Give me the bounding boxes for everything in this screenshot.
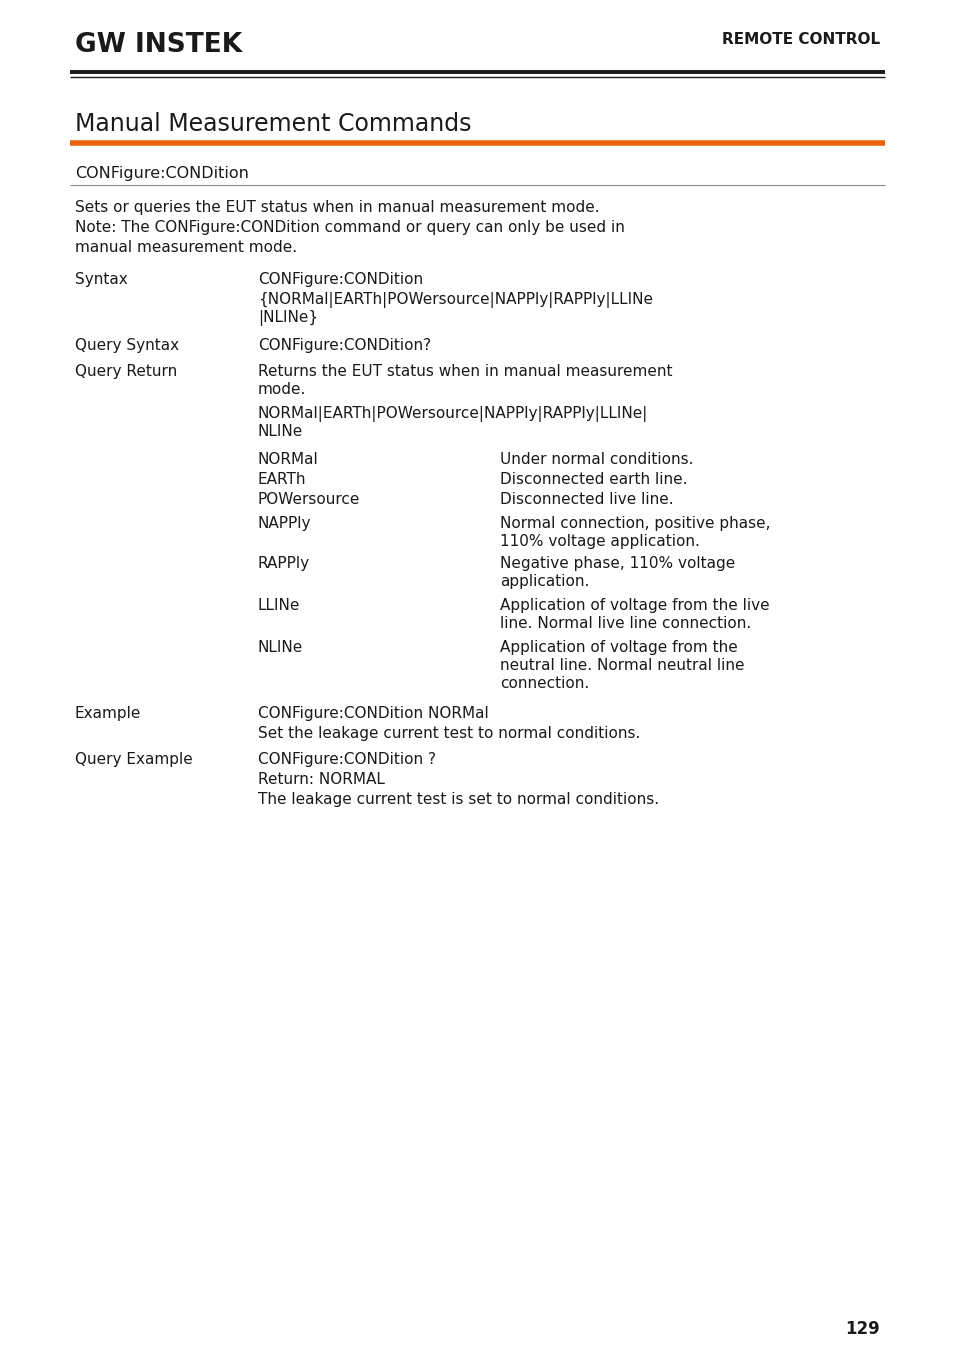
Text: manual measurement mode.: manual measurement mode. — [75, 240, 296, 255]
Text: Syntax: Syntax — [75, 271, 128, 288]
Text: EARTh: EARTh — [257, 472, 306, 487]
Text: Query Syntax: Query Syntax — [75, 338, 179, 352]
Text: Negative phase, 110% voltage: Negative phase, 110% voltage — [499, 556, 735, 571]
Text: Disconnected live line.: Disconnected live line. — [499, 491, 673, 508]
Text: connection.: connection. — [499, 676, 589, 691]
Text: NLINe: NLINe — [257, 640, 303, 655]
Text: NLINe: NLINe — [257, 424, 303, 439]
Text: GW INSTEK: GW INSTEK — [75, 32, 242, 58]
Text: Query Example: Query Example — [75, 752, 193, 767]
Text: 110% voltage application.: 110% voltage application. — [499, 535, 700, 549]
Text: CONFigure:CONDition NORMal: CONFigure:CONDition NORMal — [257, 706, 488, 721]
Text: {NORMal|EARTh|POWersource|NAPPly|RAPPly|LLINe: {NORMal|EARTh|POWersource|NAPPly|RAPPly|… — [257, 292, 652, 308]
Text: Returns the EUT status when in manual measurement: Returns the EUT status when in manual me… — [257, 364, 672, 379]
Text: neutral line. Normal neutral line: neutral line. Normal neutral line — [499, 657, 743, 674]
Text: CONFigure:CONDition: CONFigure:CONDition — [257, 271, 423, 288]
Text: 129: 129 — [844, 1320, 879, 1338]
Text: POWersource: POWersource — [257, 491, 360, 508]
Text: Disconnected earth line.: Disconnected earth line. — [499, 472, 687, 487]
Text: line. Normal live line connection.: line. Normal live line connection. — [499, 616, 750, 630]
Text: Normal connection, positive phase,: Normal connection, positive phase, — [499, 516, 770, 531]
Text: Example: Example — [75, 706, 141, 721]
Text: Application of voltage from the: Application of voltage from the — [499, 640, 737, 655]
Text: |NLINe}: |NLINe} — [257, 310, 317, 325]
Text: CONFigure:CONDition: CONFigure:CONDition — [75, 166, 249, 181]
Text: Query Return: Query Return — [75, 364, 177, 379]
Text: The leakage current test is set to normal conditions.: The leakage current test is set to norma… — [257, 792, 659, 807]
Text: Application of voltage from the live: Application of voltage from the live — [499, 598, 769, 613]
Text: LLINe: LLINe — [257, 598, 300, 613]
Text: Return: NORMAL: Return: NORMAL — [257, 772, 384, 787]
Text: Note: The CONFigure:CONDition command or query can only be used in: Note: The CONFigure:CONDition command or… — [75, 220, 624, 235]
Text: NORMal|EARTh|POWersource|NAPPly|RAPPly|LLINe|: NORMal|EARTh|POWersource|NAPPly|RAPPly|L… — [257, 406, 648, 423]
Text: CONFigure:CONDition ?: CONFigure:CONDition ? — [257, 752, 436, 767]
Text: Under normal conditions.: Under normal conditions. — [499, 452, 693, 467]
Text: RAPPly: RAPPly — [257, 556, 310, 571]
Text: Sets or queries the EUT status when in manual measurement mode.: Sets or queries the EUT status when in m… — [75, 200, 599, 215]
Text: mode.: mode. — [257, 382, 306, 397]
Text: application.: application. — [499, 574, 589, 589]
Text: Manual Measurement Commands: Manual Measurement Commands — [75, 112, 471, 136]
Text: NORMal: NORMal — [257, 452, 318, 467]
Text: Set the leakage current test to normal conditions.: Set the leakage current test to normal c… — [257, 726, 639, 741]
Text: CONFigure:CONDition?: CONFigure:CONDition? — [257, 338, 431, 352]
Text: NAPPly: NAPPly — [257, 516, 312, 531]
Text: REMOTE CONTROL: REMOTE CONTROL — [721, 32, 879, 47]
